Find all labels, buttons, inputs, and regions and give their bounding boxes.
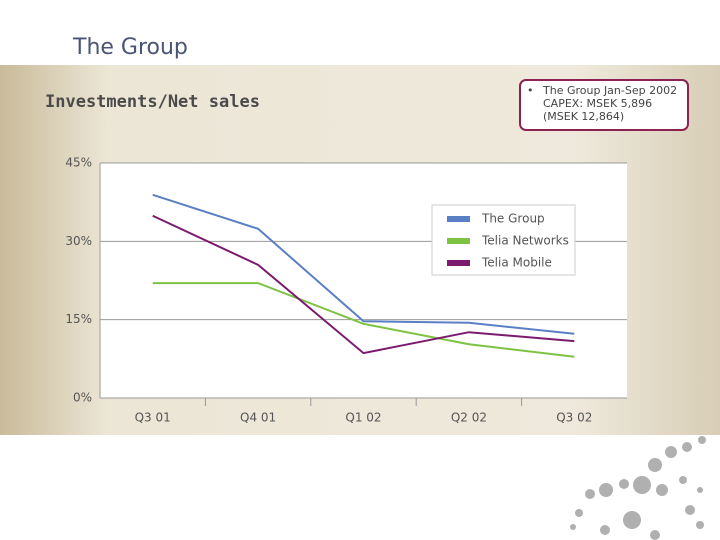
y-tick-label: 30% [65,234,92,248]
x-tick-label: Q4 01 [240,411,276,425]
legend-label: Telia Networks [481,234,569,248]
x-tick-label: Q2 02 [451,411,487,425]
legend-swatch [447,216,470,222]
legend-swatch [447,238,470,244]
slide-title: The Group [72,35,188,60]
y-tick-label: 15% [65,312,92,326]
callout: • The Group Jan-Sep 2002 CAPEX: MSEK 5,89… [519,79,689,131]
legend-label: Telia Mobile [481,256,552,270]
legend-swatch [447,260,470,266]
series-line [152,282,575,358]
x-tick-label: Q1 02 [345,411,381,425]
callout-text: The Group Jan-Sep 2002 CAPEX: MSEK 5,896… [543,84,678,123]
legend-label: The Group [481,212,545,226]
series-line [152,214,575,355]
series-line [152,193,575,335]
x-tick-label: Q3 01 [135,411,171,425]
chart-subtitle: Investments/Net sales [45,92,260,112]
plot-area [100,163,627,398]
decoration [570,436,706,540]
y-tick-label: 45% [65,156,92,170]
y-tick-label: 0% [73,391,92,405]
x-tick-label: Q3 02 [556,411,592,425]
